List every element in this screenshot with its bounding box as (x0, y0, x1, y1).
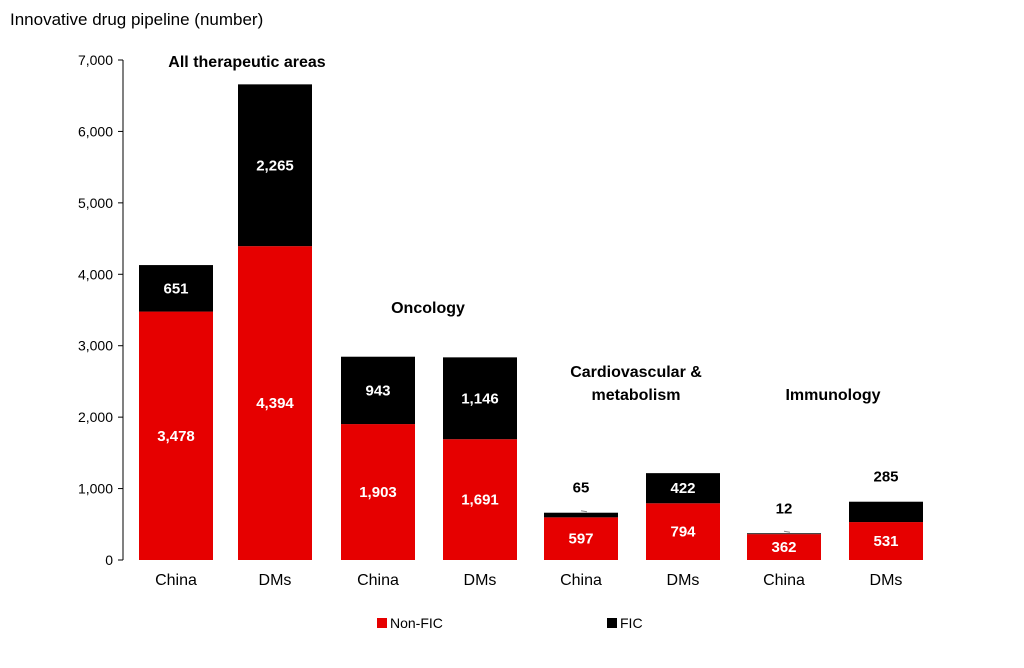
data-label: 12 (776, 500, 793, 517)
x-axis-labels: China DMs China DMs China DMs China DMs (155, 572, 902, 589)
bar-non-fic (747, 534, 821, 560)
x-category-label: DMs (259, 572, 292, 589)
label-leader-line (580, 510, 588, 513)
chart-title: Innovative drug pipeline (number) (10, 10, 263, 29)
bar-non-fic (341, 424, 415, 560)
data-label: 2,265 (256, 157, 294, 174)
y-tick-label: 3,000 (78, 338, 113, 354)
bar-non-fic (238, 246, 312, 560)
legend-swatch (377, 618, 387, 628)
data-label: 943 (365, 382, 390, 399)
x-category-label: DMs (870, 572, 903, 589)
x-category-label: China (155, 572, 197, 589)
data-label: 3,478 (157, 428, 195, 445)
x-category-label: China (357, 572, 399, 589)
bar-fic (544, 512, 618, 518)
legend-label: Non-FIC (390, 615, 443, 631)
y-tick-label: 2,000 (78, 409, 113, 425)
x-category-label: China (763, 572, 805, 589)
x-category-label: DMs (464, 572, 497, 589)
legend-label: FIC (620, 615, 643, 631)
bar-non-fic (849, 522, 923, 560)
data-label: 285 (873, 469, 898, 486)
group-labels: All therapeutic areas Oncology Cardiovascu… (168, 54, 880, 404)
data-labels: 3,478 651 4,394 2,265 1,903 943 1,691 1,146 597 6… (157, 157, 898, 556)
label-leader-line (783, 530, 791, 533)
bar-fic (443, 357, 517, 440)
legend: Non-FIC FIC (377, 615, 643, 631)
data-label: 794 (670, 524, 696, 541)
legend-swatch (607, 618, 617, 628)
data-label: 651 (163, 280, 188, 297)
group-label: Immunology (785, 387, 880, 404)
y-tick-label: 5,000 (78, 195, 113, 211)
bar-non-fic (139, 311, 213, 560)
y-axis: 0 1,000 2,000 3,000 4,000 5,000 6,000 7,000 (78, 52, 124, 568)
data-label: 362 (771, 539, 796, 556)
y-tick-label: 6,000 (78, 123, 113, 139)
group-label: Cardiovascular & metabolism (570, 364, 702, 404)
data-label: 65 (573, 480, 590, 497)
data-label: 597 (568, 531, 593, 548)
data-label: 4,394 (256, 395, 294, 412)
data-label: 1,903 (359, 484, 397, 501)
bar-fic (341, 356, 415, 425)
data-label: 531 (873, 533, 898, 550)
y-tick-label: 1,000 (78, 481, 113, 497)
data-label: 1,691 (461, 492, 499, 509)
y-tick-label: 4,000 (78, 266, 113, 282)
x-category-label: DMs (667, 572, 700, 589)
bars (139, 84, 923, 560)
y-tick-label: 7,000 (78, 52, 113, 68)
y-tick-label: 0 (105, 552, 113, 568)
group-label: Oncology (391, 300, 465, 317)
bar-fic (646, 473, 720, 504)
data-label: 422 (670, 480, 695, 497)
group-label: All therapeutic areas (168, 54, 326, 71)
bar-fic (849, 501, 923, 523)
bar-non-fic (443, 439, 517, 560)
x-category-label: China (560, 572, 602, 589)
bar-fic (747, 533, 821, 535)
bar-fic (139, 265, 213, 312)
bar-non-fic (646, 503, 720, 560)
data-label: 1,146 (461, 390, 499, 407)
bar-non-fic (544, 517, 618, 560)
bar-fic (238, 84, 312, 247)
